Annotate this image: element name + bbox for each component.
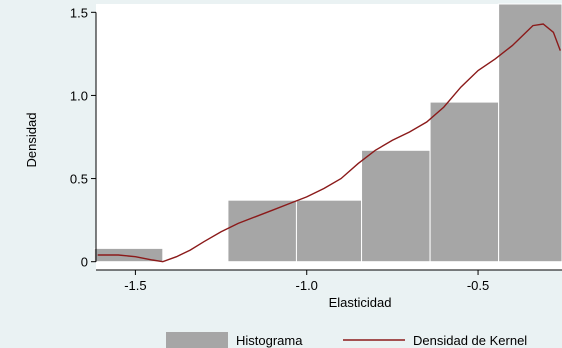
y-axis-label: Densidad xyxy=(24,113,39,168)
y-axis-ticks: 0 0.5 1.0 1.5 xyxy=(70,5,96,270)
y-tick-label: 0 xyxy=(81,255,88,270)
histogram-bars xyxy=(93,3,562,263)
x-axis-label: Elasticidad xyxy=(329,295,392,310)
legend-histogram-label: Histograma xyxy=(236,333,303,348)
legend-kernel-label: Densidad de Kernel xyxy=(413,333,527,348)
histogram-bar xyxy=(227,199,297,263)
y-tick-label: 1.0 xyxy=(70,88,88,103)
histogram-bar xyxy=(295,199,363,263)
x-axis-ticks: -1.5 -1.0 -0.5 xyxy=(124,270,489,293)
x-tick-label: -0.5 xyxy=(467,278,489,293)
histogram-bar xyxy=(498,3,562,263)
kernel-density-line xyxy=(97,23,561,263)
x-tick-label: -1.5 xyxy=(124,278,146,293)
legend: Histograma Densidad de Kernel xyxy=(166,332,527,348)
y-tick-label: 0.5 xyxy=(70,172,88,187)
histogram-bar xyxy=(429,101,500,263)
legend-histogram-swatch xyxy=(166,332,228,348)
histogram-bar xyxy=(361,149,431,263)
x-tick-label: -1.0 xyxy=(296,278,318,293)
y-tick-label: 1.5 xyxy=(70,5,88,20)
